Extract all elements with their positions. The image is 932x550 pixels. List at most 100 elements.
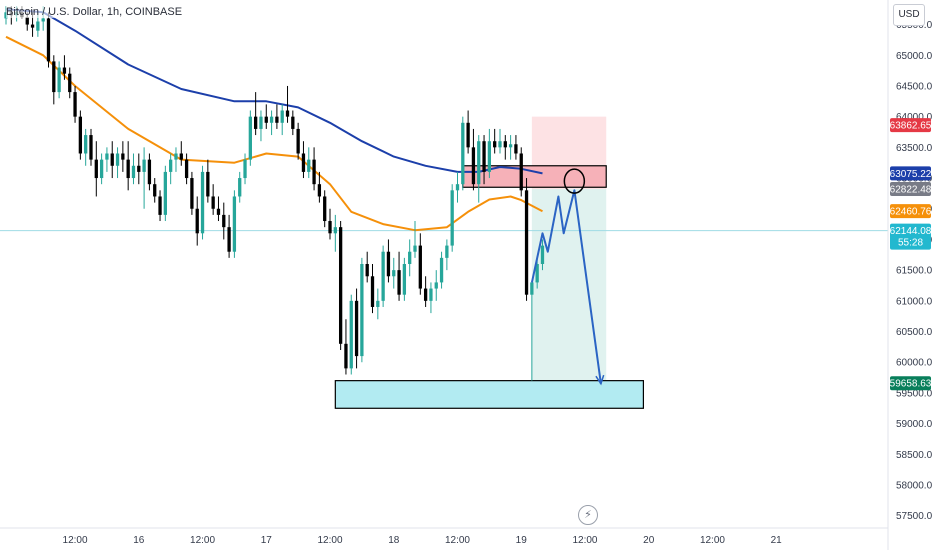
price-tag-label: 62460.76 [890, 207, 932, 218]
candle-body [248, 116, 252, 160]
candle-body [530, 282, 534, 295]
candle [46, 12, 51, 68]
candle-body [163, 171, 167, 215]
candle [254, 92, 258, 136]
candle-body [153, 184, 157, 197]
time-tick-label: 16 [133, 535, 145, 546]
candle-body [216, 208, 221, 215]
candle [381, 245, 385, 307]
candle-body [105, 153, 109, 160]
candle [264, 104, 268, 129]
candle-body [423, 288, 428, 301]
candle-body [184, 159, 189, 179]
candle-body [338, 227, 343, 344]
candle-body [455, 184, 460, 191]
candle [94, 141, 98, 197]
candle-body [41, 18, 45, 22]
price-tick-label: 61000.00 [896, 296, 932, 307]
candle [73, 85, 77, 123]
candle [487, 128, 492, 179]
candle-body [94, 159, 98, 179]
lightning-icon[interactable]: ⚡ [578, 505, 598, 525]
candle-body [333, 227, 337, 234]
candle [121, 141, 125, 172]
price-tag [890, 223, 931, 250]
price-tick-label: 64000.00 [896, 112, 932, 123]
candle [455, 171, 460, 203]
candle-body [179, 153, 183, 160]
candle [471, 128, 476, 191]
candle [163, 165, 167, 222]
currency-button[interactable]: USD [893, 4, 925, 26]
candle [423, 276, 428, 307]
time-tick-label: 12:00 [190, 535, 215, 546]
candle-body [238, 178, 242, 197]
ema-fast-line [5, 35, 543, 232]
candle-body [110, 153, 114, 166]
candle-body [99, 159, 104, 179]
candle-body [232, 196, 237, 252]
price-tick-label: 61500.00 [896, 266, 932, 277]
candle-body [482, 141, 486, 172]
candle [259, 110, 263, 142]
candle-body [259, 116, 263, 129]
candle [524, 178, 529, 301]
projection-path [530, 189, 602, 384]
candle-body [121, 153, 125, 160]
candle-body [269, 116, 274, 123]
candle [333, 214, 337, 252]
candle [349, 294, 353, 375]
candle-body [354, 300, 359, 357]
time-tick-label: 19 [516, 535, 528, 546]
price-tag [890, 118, 931, 133]
price-tick-label: 64500.00 [896, 81, 932, 92]
candle-body [280, 110, 284, 123]
candle [540, 239, 545, 271]
candle-body [477, 141, 481, 185]
candle [238, 171, 242, 203]
candle-body [211, 196, 215, 209]
price-tick-label: 63500.00 [896, 143, 932, 154]
candle-body [52, 61, 56, 93]
candle-body [84, 135, 88, 154]
candle-body [57, 67, 61, 93]
candle [429, 282, 433, 314]
candle [105, 147, 109, 172]
candle [530, 282, 534, 381]
candle-body [408, 251, 412, 264]
candle-body [73, 92, 77, 117]
candle [508, 135, 513, 160]
time-tick-label: 17 [261, 535, 273, 546]
price-tag-label: 62144.08 [890, 226, 932, 237]
countdown-label: 55:28 [898, 238, 923, 249]
candle-body [386, 251, 391, 277]
candle [153, 178, 157, 203]
symbol-legend[interactable]: Bitcoin / U.S. Dollar, 1h, COINBASE [6, 6, 183, 18]
candle [413, 221, 417, 258]
candle [450, 184, 454, 252]
price-tick-label: 65000.00 [896, 51, 932, 62]
candle [169, 153, 173, 185]
candle-body [498, 141, 502, 148]
time-tick-label: 20 [643, 535, 655, 546]
candle-body [25, 17, 29, 25]
candle-body [328, 221, 332, 234]
candle [78, 110, 83, 160]
time-tick-label: 12:00 [700, 535, 725, 546]
candle [466, 110, 470, 154]
candle-body [450, 190, 454, 246]
price-tick-label: 59000.00 [896, 419, 932, 430]
candle [360, 257, 364, 363]
candle [84, 128, 88, 166]
candle-body [30, 24, 35, 28]
candle [147, 153, 152, 191]
candle-body [439, 257, 444, 283]
candle-body [142, 159, 146, 172]
candle [243, 153, 247, 185]
candle-body [190, 178, 194, 209]
time-tick-label: 12:00 [63, 535, 88, 546]
candle-body [222, 214, 226, 228]
candle [291, 110, 295, 136]
